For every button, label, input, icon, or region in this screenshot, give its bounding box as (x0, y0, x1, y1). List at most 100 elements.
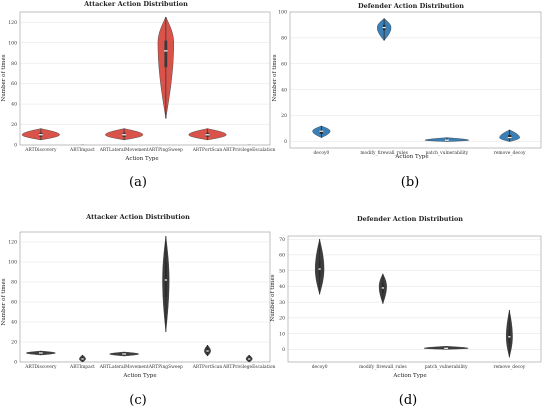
y-tick-label: 30 (279, 300, 285, 306)
violin-iqr-box (508, 135, 512, 139)
y-axis-label: Number of times (272, 54, 278, 101)
x-tick-label: ARTPingSweep (148, 365, 183, 370)
violin-ARTPrivilegeEscalation (247, 143, 252, 145)
violin-median (382, 26, 386, 29)
caption-b: (b) (401, 175, 419, 190)
violin-decoy0 (315, 238, 325, 295)
y-tick-label: 100 (8, 260, 17, 266)
violin-median (164, 279, 167, 281)
violin-ARTLateralMovement (105, 128, 144, 141)
violin-median (318, 268, 321, 270)
violin-ARTPortScan (204, 344, 211, 357)
x-tick-label: ARTPortScan (192, 148, 223, 153)
y-tick-label: 80 (11, 280, 17, 286)
x-tick-label: ARTPrivilegeEscalation (222, 148, 275, 153)
panel-attacker-a: Attacker Action Distribution Number of t… (1, 0, 275, 190)
y-tick-label: 80 (281, 36, 287, 42)
violin-ARTPingSweep (157, 16, 174, 119)
y-tick-label: 120 (8, 20, 17, 26)
x-tick-label: remove_decoy (493, 365, 525, 370)
violin-median (248, 358, 251, 360)
panel-attacker-c: Attacker Action Distribution Number of t… (1, 213, 275, 408)
panel-defender-d: Defender Action Distribution Number of t… (270, 215, 542, 408)
y-tick-label: 60 (11, 300, 17, 306)
x-tick-label: ARTPrivilegeEscalation (222, 365, 275, 370)
violin-median (164, 50, 168, 52)
y-axis-label: Number of times (1, 54, 7, 101)
violin-ARTPingSweep (162, 235, 170, 333)
x-axis-label: Action Type (124, 156, 158, 162)
violin-median (319, 130, 324, 132)
y-tick-label: 100 (8, 40, 17, 46)
y-tick-label: 20 (281, 113, 287, 119)
violin-decoy0 (312, 125, 331, 138)
violin-median (38, 352, 43, 354)
y-tick-label: 20 (279, 316, 285, 322)
x-tick-label: ARTPortScan (192, 365, 223, 370)
x-tick-label: decoy0 (312, 365, 328, 370)
y-tick-label: 60 (279, 253, 285, 259)
violin-ARTPrivilegeEscalation (245, 354, 253, 363)
violin-ARTLateralMovement (109, 351, 139, 357)
plot-area (289, 11, 542, 149)
violin-median (507, 137, 512, 139)
violin-remove_decoy (506, 309, 513, 358)
plot-area (19, 231, 271, 363)
violin-ARTDiscovery (26, 350, 56, 356)
x-tick-label: patch_vulnerability (425, 151, 468, 156)
x-tick-label: decoy0 (313, 151, 329, 156)
violin-median (508, 336, 511, 338)
x-axis-label: Action Type (392, 373, 426, 379)
y-tick-label: 40 (281, 87, 287, 93)
x-tick-label: ARTLateralMovement (99, 365, 149, 370)
violin-median (205, 134, 210, 136)
violin-patch_vulnerability (423, 346, 469, 350)
plot-area (19, 11, 271, 146)
violin-median (80, 143, 85, 145)
y-tick-label: 0 (282, 347, 285, 353)
violin-remove_decoy (499, 129, 520, 142)
y-tick-label: 50 (279, 268, 285, 274)
violin-modify_firewall_rules (377, 18, 392, 41)
caption-d: (d) (399, 393, 417, 408)
x-tick-label: ARTLateralMovement (99, 148, 149, 153)
x-tick-label: ARTImpact (69, 365, 95, 370)
violin-ARTPortScan (188, 128, 227, 141)
y-tick-label: 40 (11, 102, 17, 108)
violin-ARTImpact (80, 143, 85, 145)
y-tick-label: 60 (11, 81, 17, 87)
y-axis-label: Number of times (270, 274, 276, 321)
violin-iqr-box (164, 40, 168, 68)
x-tick-label: ARTPingSweep (148, 148, 183, 153)
violin-median (247, 143, 252, 145)
violin-median (122, 353, 127, 355)
y-tick-label: 20 (11, 122, 17, 128)
violin-median (81, 358, 84, 360)
y-tick-label: 40 (279, 284, 285, 290)
x-tick-label: modify_firewall_rules (360, 151, 408, 156)
y-tick-label: 0 (14, 143, 17, 149)
y-tick-label: 120 (8, 240, 17, 246)
y-tick-label: 0 (284, 139, 287, 145)
y-tick-label: 70 (279, 237, 285, 243)
y-tick-label: 60 (281, 61, 287, 67)
y-tick-label: 80 (11, 61, 17, 67)
violin-median (381, 287, 384, 289)
y-axis-label: Number of times (1, 278, 7, 325)
violin-ARTImpact (79, 354, 86, 363)
violin-iqr-box (319, 129, 323, 134)
chart-title: Attacker Action Distribution (85, 213, 190, 221)
y-tick-label: 10 (279, 331, 285, 337)
violin-median (444, 139, 449, 141)
violin-ARTDiscovery (21, 128, 60, 141)
chart-title: Defender Action Distribution (358, 2, 464, 10)
violin-patch_vulnerability (424, 137, 470, 142)
x-tick-label: ARTDiscovery (24, 148, 57, 153)
y-tick-label: 40 (11, 320, 17, 326)
violin-median (444, 347, 449, 349)
x-tick-label: ARTImpact (69, 148, 95, 153)
violin-modify_firewall_rules (378, 273, 387, 304)
y-tick-label: 20 (11, 340, 17, 346)
chart-title: Attacker Action Distribution (83, 0, 188, 8)
